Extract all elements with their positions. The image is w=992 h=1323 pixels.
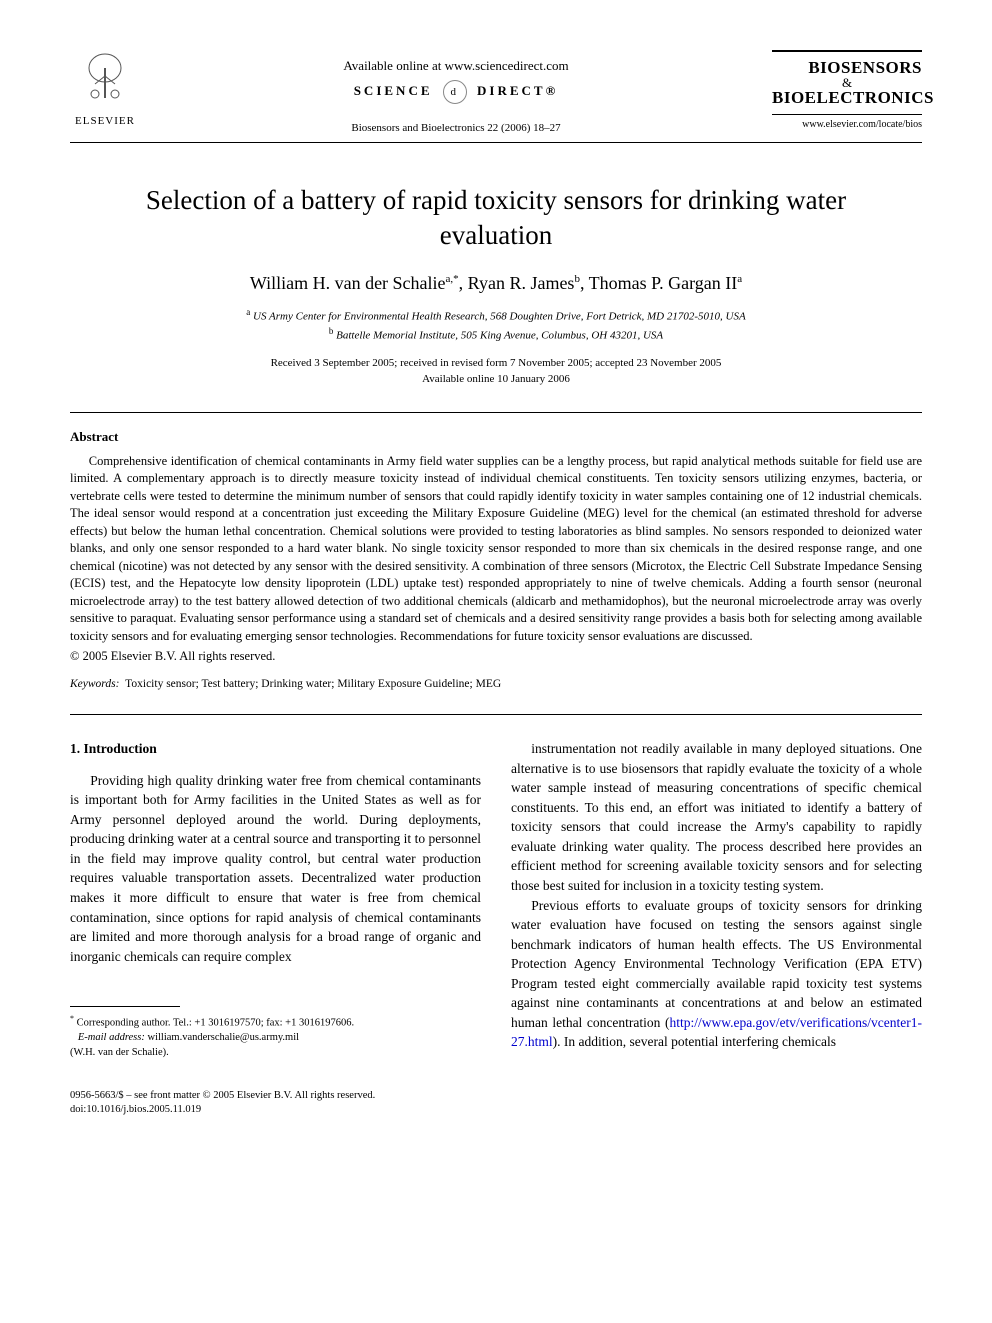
article-dates: Received 3 September 2005; received in r…	[70, 355, 922, 388]
column-left: 1. Introduction Providing high quality d…	[70, 739, 481, 1061]
journal-url: www.elsevier.com/locate/bios	[772, 119, 922, 130]
header-center: Available online at www.sciencedirect.co…	[140, 50, 772, 134]
journal-title-2: BIOELECTRONICS	[772, 88, 922, 108]
author-3-sup: a	[737, 273, 742, 285]
publisher-name: ELSEVIER	[70, 115, 140, 127]
header: ELSEVIER Available online at www.science…	[70, 50, 922, 134]
science-direct-pre: SCIENCE	[354, 83, 433, 98]
footnote-email-name: (W.H. van der Schalie).	[70, 1046, 481, 1061]
header-rule	[70, 142, 922, 143]
article-title: Selection of a battery of rapid toxicity…	[130, 183, 862, 253]
journal-title-box: BIOSENSORS & BIOELECTRONICS	[772, 50, 922, 115]
science-direct-post: DIRECT®	[477, 83, 558, 98]
dates-received: Received 3 September 2005; received in r…	[70, 355, 922, 372]
journal-title-amp: &	[772, 78, 922, 88]
publisher-tree-icon	[70, 50, 140, 113]
author-3: Thomas P. Gargan II	[589, 273, 738, 293]
science-direct-logo: SCIENCE d DIRECT®	[140, 80, 772, 104]
footnote-corresponding: * Corresponding author. Tel.: +1 3016197…	[70, 1013, 481, 1031]
available-online-text: Available online at www.sciencedirect.co…	[140, 58, 772, 74]
authors: William H. van der Schaliea,*, Ryan R. J…	[70, 273, 922, 294]
keywords-label: Keywords:	[70, 678, 119, 690]
journal-reference: Biosensors and Bioelectronics 22 (2006) …	[140, 122, 772, 134]
affil-b: Battelle Memorial Institute, 505 King Av…	[336, 330, 663, 342]
author-2-sup: b	[574, 273, 580, 285]
keywords-text: Toxicity sensor; Test battery; Drinking …	[125, 678, 501, 690]
abstract-bottom-rule	[70, 714, 922, 715]
science-direct-at-icon: d	[443, 80, 467, 104]
footnote-star: *	[70, 1014, 74, 1023]
journal-logo: BIOSENSORS & BIOELECTRONICS www.elsevier…	[772, 50, 922, 130]
body-columns: 1. Introduction Providing high quality d…	[70, 739, 922, 1061]
footnote-email: E-mail address: william.vanderschalie@us…	[70, 1031, 481, 1046]
col2-p2-post: ). In addition, several potential interf…	[553, 1034, 836, 1049]
publisher-logo: ELSEVIER	[70, 50, 140, 127]
affil-a-sup: a	[246, 307, 250, 317]
column-right: instrumentation not readily available in…	[511, 739, 922, 1061]
col2-para2: Previous efforts to evaluate groups of t…	[511, 896, 922, 1053]
col1-para1: Providing high quality drinking water fr…	[70, 771, 481, 967]
author-1-sup: a,*	[446, 273, 459, 285]
footnote-rule	[70, 1006, 180, 1007]
copyright: © 2005 Elsevier B.V. All rights reserved…	[70, 649, 922, 664]
author-2: Ryan R. James	[468, 273, 575, 293]
footnote-email-label: E-mail address:	[78, 1032, 145, 1043]
doi-line: doi:10.1016/j.bios.2005.11.019	[70, 1103, 922, 1118]
section-1-heading: 1. Introduction	[70, 739, 481, 759]
footnote-corr-text: Corresponding author. Tel.: +1 301619757…	[77, 1018, 354, 1029]
col2-para1: instrumentation not readily available in…	[511, 739, 922, 896]
author-1: William H. van der Schalie	[250, 273, 446, 293]
abstract-heading: Abstract	[70, 429, 922, 445]
col2-p2-pre: Previous efforts to evaluate groups of t…	[511, 898, 922, 1030]
abstract-top-rule	[70, 412, 922, 413]
keywords-line: Keywords: Toxicity sensor; Test battery;…	[70, 678, 922, 690]
affiliations: a US Army Center for Environmental Healt…	[70, 306, 922, 344]
dates-online: Available online 10 January 2006	[70, 371, 922, 388]
issn-line: 0956-5663/$ – see front matter © 2005 El…	[70, 1089, 922, 1104]
affil-a: US Army Center for Environmental Health …	[253, 311, 746, 323]
bottom-meta: 0956-5663/$ – see front matter © 2005 El…	[70, 1089, 922, 1118]
affil-b-sup: b	[329, 326, 334, 336]
abstract-text: Comprehensive identification of chemical…	[70, 453, 922, 646]
footnote-email-addr: william.vanderschalie@us.army.mil	[147, 1032, 299, 1043]
